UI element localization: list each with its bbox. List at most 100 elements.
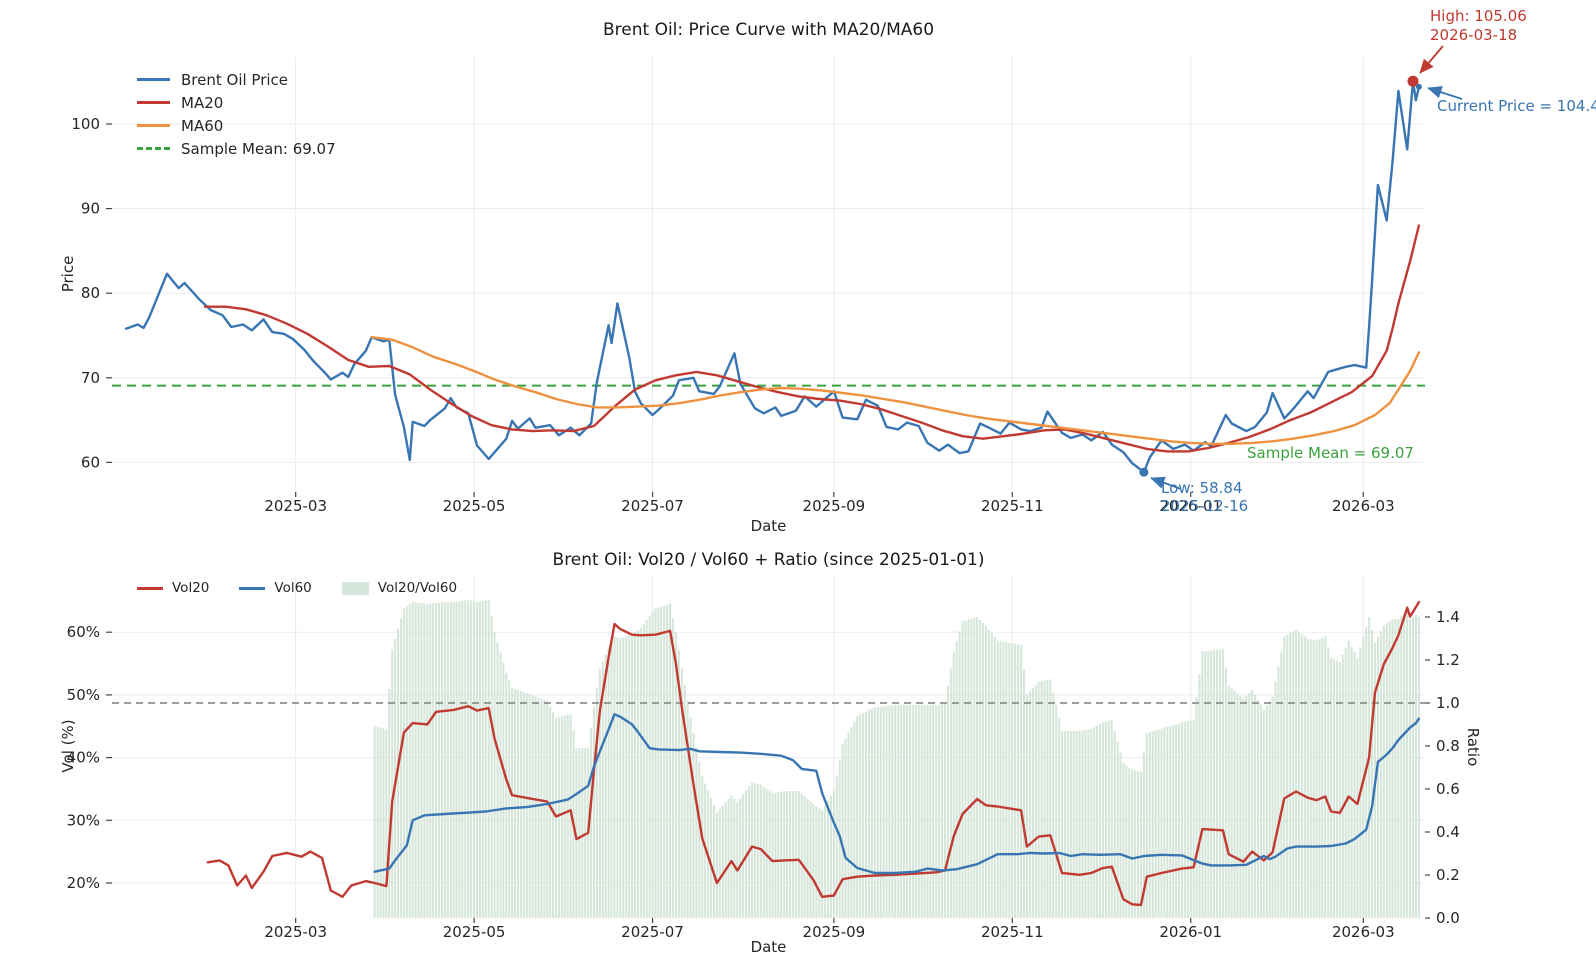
ratio-bar [727,798,730,918]
vol20-line [206,600,1421,907]
ratio-bar [1259,704,1262,918]
x-tick-label: 2025-03 [264,497,327,515]
ratio-bar [774,792,777,918]
ratio-tick-label: 1.0 [1436,694,1460,712]
ratio-bar [619,638,622,918]
ratio-bar [806,798,809,918]
ratio-bar [987,629,990,918]
ratio-bar [1341,655,1344,918]
ratio-bar [440,602,443,918]
ratio-bar [999,641,1002,918]
x-tick-label: 2025-11 [981,497,1044,515]
ratio-bar [1289,633,1292,918]
ratio-bar [473,601,476,918]
ratio-bar [376,727,379,918]
ratio-bar [1321,637,1324,918]
low-annotation-arrow [1150,476,1182,490]
ratio-bar [411,602,414,918]
ratio-bar [859,714,862,918]
ratio-bar [1256,699,1260,918]
ratio-bar [1283,636,1286,918]
ratio-bar [914,705,917,918]
ratio-bar [525,693,528,918]
ratio-bar [519,691,522,918]
ratio-bar [1406,610,1409,918]
ratio-bar [604,654,607,918]
ratio-bar [911,705,914,918]
ratio-bar [546,700,549,918]
ratio-bar [712,805,715,918]
ratio-bar [768,791,771,918]
ratio-bar [683,684,686,918]
ratio-bar [1002,641,1005,918]
ratio-bars [373,599,1420,919]
ratio-bar [1286,634,1289,918]
ratio-bar [654,608,657,918]
ratio-bar [891,705,894,918]
ratio-bar [552,712,555,918]
ratio-bar [1233,691,1236,918]
ratio-bar [639,627,642,919]
ratio-bar [1265,705,1268,918]
ratio-bar [592,707,596,918]
ratio-bar [1148,732,1151,918]
high-annotation-arrow [1419,45,1444,74]
ratio-bar [1093,727,1096,918]
ratio-bar [955,641,958,918]
ratio-bar [920,705,923,918]
ratio-tick-label: 1.2 [1436,651,1460,669]
ratio-bar [1081,730,1084,918]
ratio-bar [903,705,906,918]
ratio-bar [1201,651,1204,918]
ratio-bar [1216,649,1219,918]
ratio-bar [926,705,929,918]
ratio-bar [601,661,604,918]
ratio-bar [1397,619,1400,918]
ratio-bar [718,809,721,918]
ratio-bar [1198,674,1201,918]
ratio-bar [1177,723,1181,918]
ratio-bar [876,707,879,918]
ratio-bar [835,775,838,918]
ratio-bar [595,688,598,918]
ratio-bar [1274,681,1277,918]
ratio-bar [669,604,672,918]
ratio-bar [856,715,859,918]
ratio-bar [964,620,967,918]
ratio-bar [908,705,911,918]
ratio-bar [894,705,897,918]
ratio-bar [677,650,680,918]
ratio-bar [1280,651,1283,918]
ratio-bar [1330,657,1333,918]
x-tick-label: 2025-07 [621,923,684,941]
ratio-tick-label: 0.4 [1436,823,1460,841]
x-tick-label: 2025-09 [803,497,866,515]
ratio-bar [1303,636,1306,918]
vol-tick-label: 60% [67,623,100,641]
ratio-bar [1154,730,1157,918]
ratio-bar [628,635,631,918]
ratio-bar [461,600,464,918]
ratio-bar [391,649,394,919]
ratio-bar [1315,640,1318,918]
ratio-bar [1037,681,1040,918]
ratio-bar [1049,679,1052,918]
ratio-bar [1052,692,1055,919]
ratio-bar [979,619,982,918]
y-tick-label: 70 [81,369,100,387]
ratio-bar [967,619,970,918]
ratio-bar [467,599,470,918]
ratio-bar [1306,638,1309,918]
ratio-bar [1028,691,1031,918]
ratio-bar [1175,724,1178,918]
ratio-bar [1020,645,1023,918]
ratio-bar [651,612,654,918]
x-tick-label: 2025-07 [621,497,684,515]
ratio-bar [1139,771,1143,918]
ratio-bar [475,602,479,918]
ratio-bar [1025,694,1028,918]
ratio-bar [812,804,815,918]
ratio-bar [1359,647,1362,918]
ratio-bar [1151,731,1154,918]
ratio-bar [1248,693,1251,918]
